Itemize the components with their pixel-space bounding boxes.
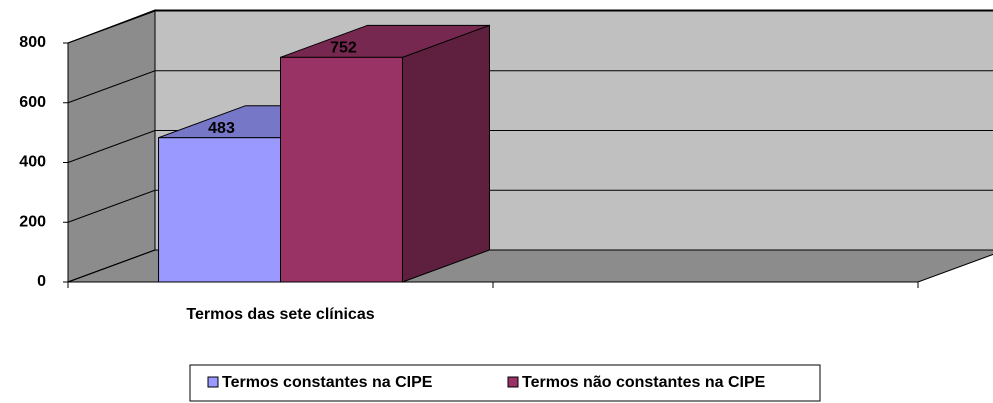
y-tick-label: 200 bbox=[19, 213, 46, 230]
y-tick-label: 400 bbox=[19, 154, 46, 171]
grid-line bbox=[67, 189, 993, 223]
legend-swatch bbox=[207, 376, 219, 388]
value-label: 483 bbox=[208, 120, 235, 137]
legend-label: Termos constantes na CIPE bbox=[222, 374, 433, 391]
value-label: 752 bbox=[330, 40, 357, 57]
y-tick-label: 800 bbox=[19, 34, 46, 51]
grid-line bbox=[67, 130, 993, 163]
x-tick-label: Termos das sete clínicas bbox=[186, 306, 374, 323]
bar bbox=[280, 56, 403, 283]
legend-box bbox=[189, 364, 821, 402]
grid-line bbox=[67, 249, 993, 283]
grid-line bbox=[67, 70, 993, 104]
bar-side bbox=[401, 24, 490, 283]
legend-label: Termos não constantes na CIPE bbox=[522, 374, 766, 391]
y-tick-label: 600 bbox=[19, 94, 46, 111]
grid-line bbox=[67, 10, 993, 44]
y-tick-label: 0 bbox=[37, 273, 46, 290]
bar bbox=[158, 137, 281, 283]
legend-swatch bbox=[507, 376, 519, 388]
